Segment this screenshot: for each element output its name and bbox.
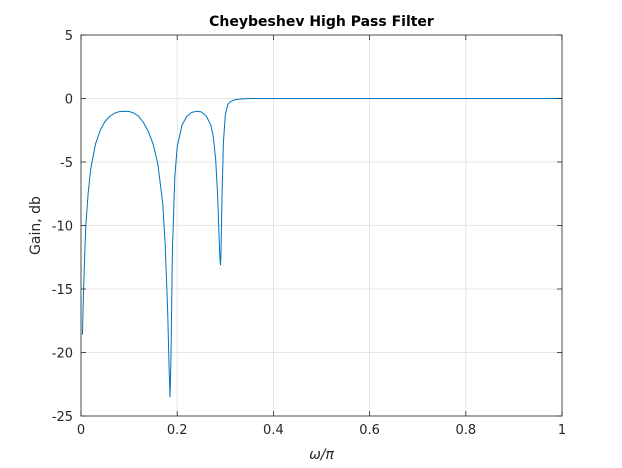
y-tick-label: -15 [52,283,73,298]
x-tick-label: 0.2 [167,423,188,438]
x-tick-label: 0.6 [359,423,380,438]
x-tick-label: 0 [77,423,85,438]
x-axis-label: ω/π [309,447,334,463]
y-tick-label: 5 [65,29,73,44]
x-tick-label: 0.8 [455,423,476,438]
y-axis-label: Gain, db [28,196,44,255]
chart-title: Cheybeshev High Pass Filter [209,14,434,30]
x-tick-label: 1 [558,423,566,438]
y-tick-label: -10 [52,220,73,235]
gain-series-line [81,98,562,398]
y-tick-label: -20 [52,347,73,362]
series-layer [81,98,562,398]
y-tick-label: -5 [60,156,73,171]
y-tick-label: -25 [52,410,73,425]
ticks: 0 0.2 0.4 0.6 0.8 1 5 0 -5 -10 -15 -20 -25 [52,29,566,438]
y-tick-label: 0 [65,93,73,108]
x-tick-label: 0.4 [263,423,284,438]
